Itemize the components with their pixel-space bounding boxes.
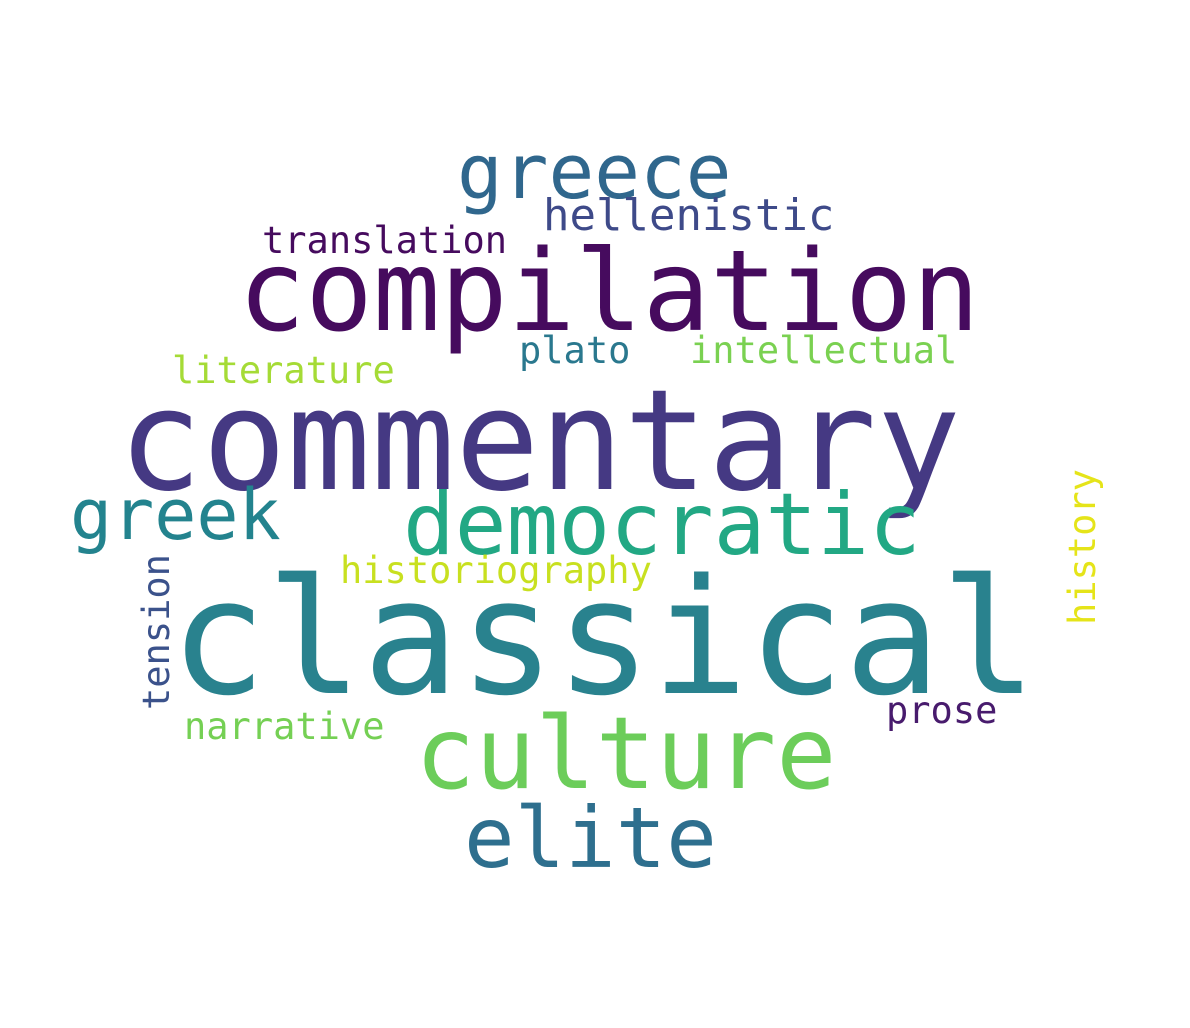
word-intellectual: intellectual <box>690 329 958 372</box>
word-historiography: historiography <box>340 549 652 592</box>
word-compilation: compilation <box>238 227 980 357</box>
word-tension: tension <box>135 554 178 710</box>
word-democratic: democratic <box>403 475 921 575</box>
word-elite: elite <box>464 789 717 887</box>
word-culture: culture <box>415 695 837 812</box>
word-commentary: commentary <box>118 360 961 523</box>
word-literature: literature <box>172 349 395 392</box>
word-plato: plato <box>519 329 631 372</box>
word-greek: greek <box>70 474 281 556</box>
word-greece: greece <box>457 127 732 216</box>
word-history: history <box>1061 469 1104 625</box>
word-narrative: narrative <box>184 705 385 748</box>
word-translation: translation <box>262 219 508 262</box>
word-prose: prose <box>886 689 998 732</box>
word-classical: classical <box>170 544 1037 731</box>
word-hellenistic: hellenistic <box>543 190 835 241</box>
